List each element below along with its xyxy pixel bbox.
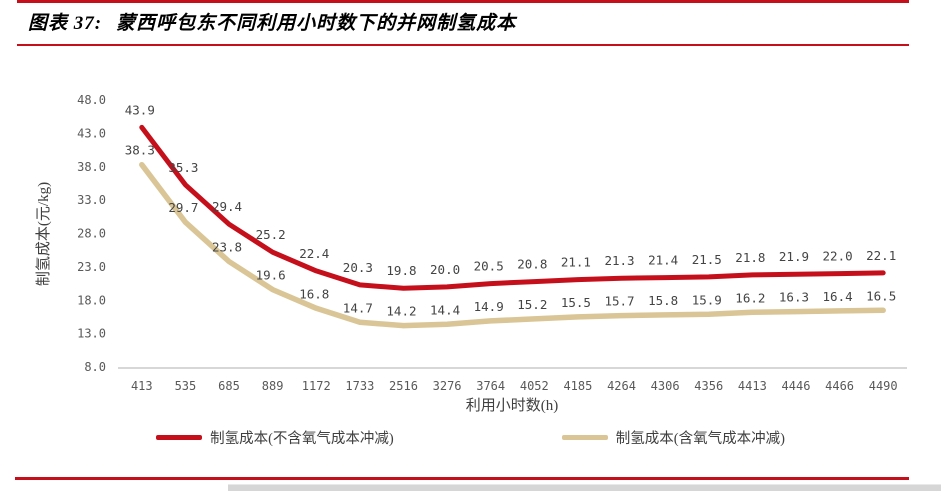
figure-title-row: 图表 37: 蒙西呼包东不同利用小时数下的并网制氢成本: [28, 8, 908, 35]
x-tick-label: 4466: [825, 379, 854, 393]
legend-swatch-tan-line: [561, 434, 608, 440]
series-line-0: [139, 124, 886, 291]
x-tick-label: 4185: [563, 379, 592, 393]
data-label-series-0: 25.2: [256, 227, 286, 242]
data-label-series-1: 14.4: [430, 302, 460, 317]
data-label-series-0: 21.5: [692, 252, 722, 267]
y-tick-label: 13.0: [77, 327, 106, 341]
x-tick-label: 1733: [345, 379, 374, 393]
data-label-series-1: 16.2: [735, 290, 765, 305]
data-label-series-0: 22.4: [299, 246, 329, 261]
data-label-series-0: 20.8: [517, 257, 547, 272]
data-label-series-0: 43.9: [125, 102, 155, 117]
legend-item-cost-excl-oxygen: 制氢成本(不含氧气成本冲减): [156, 427, 394, 448]
data-label-series-1: 15.7: [604, 294, 634, 309]
x-tick-label: 685: [218, 379, 240, 393]
data-label-series-0: 21.4: [648, 253, 678, 268]
x-axis-title: 利用小时数(h): [466, 397, 559, 414]
y-tick-label: 38.0: [77, 160, 106, 174]
data-label-series-0: 35.3: [168, 160, 198, 175]
x-tick-label: 3764: [476, 379, 505, 393]
data-label-series-1: 16.3: [779, 290, 809, 305]
data-label-series-0: 21.8: [735, 250, 765, 265]
data-label-series-1: 16.4: [823, 289, 853, 304]
x-tick-label: 4413: [738, 379, 767, 393]
data-label-series-1: 19.6: [256, 268, 286, 283]
data-label-series-1: 29.7: [168, 200, 198, 215]
data-label-series-1: 14.9: [474, 299, 504, 314]
data-label-series-0: 20.5: [474, 259, 504, 274]
title-rule: [17, 44, 909, 46]
x-tick-label: 4490: [869, 379, 898, 393]
x-tick-label: 4306: [651, 379, 680, 393]
x-tick-label: 4264: [607, 379, 636, 393]
data-label-series-0: 20.3: [343, 260, 373, 275]
x-tick-label: 2516: [389, 379, 418, 393]
data-label-series-1: 15.8: [648, 293, 678, 308]
top-rule: [17, 0, 909, 3]
data-label-series-1: 23.8: [212, 240, 242, 255]
legend-label-cost-incl-oxygen: 制氢成本(含氧气成本冲减): [615, 430, 785, 447]
data-label-series-0: 21.1: [561, 255, 591, 270]
x-tick-label: 1172: [302, 379, 331, 393]
y-tick-label: 43.0: [77, 126, 106, 140]
data-label-series-1: 15.2: [517, 297, 547, 312]
y-tick-label: 48.0: [77, 93, 106, 107]
data-label-series-1: 15.9: [692, 292, 722, 307]
data-label-series-1: 14.7: [343, 300, 373, 315]
data-label-series-0: 21.9: [779, 249, 809, 264]
cost-line-chart: 制氢成本(元/kg) 利用小时数(h) 48.0 43.0 38.0 33.0 28.0…: [35, 93, 907, 414]
x-tick-label: 4052: [520, 379, 549, 393]
data-label-series-0: 19.8: [386, 263, 416, 278]
data-label-series-1: 16.8: [299, 286, 329, 301]
y-axis-title: 制氢成本(元/kg): [35, 182, 52, 286]
y-tick-label: 23.0: [77, 260, 106, 274]
data-label-series-0: 20.0: [430, 262, 460, 277]
y-tick-label: 33.0: [77, 193, 106, 207]
x-tick-label: 3276: [433, 379, 462, 393]
figure-title: 蒙西呼包东不同利用小时数下的并网制氢成本: [116, 13, 517, 34]
horizontal-scrollbar[interactable]: [228, 484, 941, 491]
legend-label-cost-excl-oxygen: 制氢成本(不含氧气成本冲减): [210, 430, 394, 447]
x-tick-label: 4446: [782, 379, 811, 393]
figure-number-label: 图表 37:: [28, 13, 103, 34]
bottom-rule: [15, 477, 909, 480]
x-tick-label: 4356: [694, 379, 723, 393]
y-tick-label: 8.0: [84, 360, 106, 374]
y-tick-label: 18.0: [77, 293, 106, 307]
legend-item-cost-incl-oxygen: 制氢成本(含氧气成本冲减): [561, 427, 785, 448]
data-label-series-0: 22.0: [823, 249, 853, 264]
chart-legend: 制氢成本(不含氧气成本冲减) 制氢成本(含氧气成本冲减): [0, 426, 941, 448]
series-line-1: [139, 161, 886, 329]
x-tick-label: 535: [175, 379, 197, 393]
y-tick-label: 28.0: [77, 227, 106, 241]
data-label-series-0: 29.4: [212, 199, 242, 214]
legend-swatch-red-line: [156, 434, 203, 440]
data-label-series-1: 15.5: [561, 295, 591, 310]
data-label-series-1: 38.3: [125, 143, 155, 158]
data-label-series-0: 21.3: [604, 253, 634, 268]
x-tick-label: 889: [262, 379, 284, 393]
data-label-series-0: 22.1: [866, 248, 896, 263]
x-tick-label: 413: [131, 379, 153, 393]
data-label-series-1: 14.2: [386, 304, 416, 319]
data-label-series-1: 16.5: [866, 288, 896, 303]
